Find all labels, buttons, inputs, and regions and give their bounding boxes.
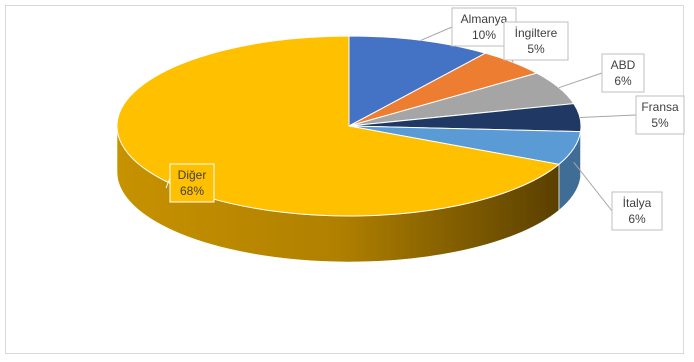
pie-slice-diğer bbox=[116, 35, 561, 217]
leader-line-fransa bbox=[579, 114, 637, 119]
data-label-category: Almanya bbox=[461, 12, 508, 26]
data-label-box bbox=[611, 191, 663, 231]
pie-top-layer bbox=[116, 35, 582, 217]
data-label-percent: 5% bbox=[527, 42, 545, 56]
data-label-percent: 6% bbox=[614, 74, 632, 88]
data-label-category: İngiltere bbox=[515, 26, 558, 40]
data-label-percent: 68% bbox=[180, 184, 204, 198]
data-label-box bbox=[503, 21, 569, 61]
leader-line-almanya bbox=[420, 26, 453, 41]
data-label-category: Diğer bbox=[178, 168, 207, 182]
pie-slice-almanya bbox=[348, 35, 487, 127]
leader-line-abd bbox=[558, 72, 603, 89]
leader-line-diğer bbox=[165, 177, 171, 189]
data-label-percent: 6% bbox=[628, 212, 646, 226]
label-layer: Almanya 10% İngiltere 5% ABD 6% Fransa 5% İtalya… bbox=[165, 7, 685, 231]
data-label-category: Fransa bbox=[641, 100, 679, 114]
data-label-box bbox=[601, 53, 645, 93]
data-label-box bbox=[635, 95, 685, 135]
data-label-percent: 10% bbox=[472, 28, 496, 42]
leader-line-i̇talya bbox=[573, 161, 613, 212]
data-label-category: İtalya bbox=[623, 196, 652, 210]
data-label-percent: 5% bbox=[651, 116, 669, 130]
data-label-category: ABD bbox=[611, 58, 636, 72]
data-label-box bbox=[169, 163, 215, 203]
